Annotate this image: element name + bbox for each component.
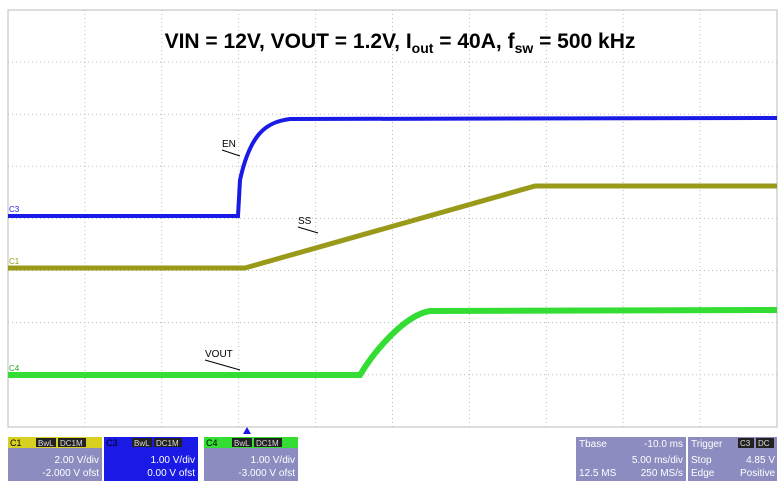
channel-tag: DC1M: [60, 439, 83, 448]
channel-offset: 0.00 V ofst: [147, 468, 195, 479]
trig-slope: Positive: [740, 468, 775, 479]
tag-bg: [154, 438, 182, 447]
leader: [204, 359, 241, 371]
channel-name: C1: [10, 438, 22, 448]
leader: [297, 226, 319, 234]
tb-scale: 5.00 ms/div: [632, 455, 683, 466]
channel-tag: BwL: [38, 439, 54, 448]
trig-type: Edge: [691, 468, 715, 479]
channel-name: C4: [206, 438, 218, 448]
channel-tag: BwL: [134, 439, 150, 448]
title-part: = 500 kHz: [533, 30, 635, 53]
tb-points: 12.5 MS: [579, 468, 617, 479]
channel-name: C3: [106, 438, 118, 448]
channel-scale: 1.00 V/div: [251, 455, 295, 466]
channel-offset: -3.000 V ofst: [238, 468, 295, 479]
tag-bg: [232, 438, 252, 447]
tag-bg: [132, 438, 152, 447]
trace-en: [8, 116, 778, 218]
tag-bg: [738, 438, 754, 448]
tb-rate: 250 MS/s: [641, 468, 683, 479]
channel-scale: 1.00 V/div: [151, 455, 195, 466]
trace-label: SS: [298, 216, 312, 227]
title-part: = 40A, f: [433, 30, 515, 53]
leader: [221, 149, 241, 157]
channel-tag: DC1M: [156, 439, 179, 448]
channel-tag: DC1M: [256, 439, 279, 448]
channel-marker: C4: [9, 364, 20, 373]
tag-bg: [58, 438, 86, 447]
trace-label: EN: [222, 139, 236, 150]
trace-vout: [8, 307, 778, 378]
tb-delay: -10.0 ms: [644, 439, 683, 450]
channel-offset: -2.000 V ofst: [42, 468, 99, 479]
trig-source: C3: [740, 439, 751, 448]
trace-label: VOUT: [205, 349, 233, 360]
channel-marker: C3: [9, 205, 20, 214]
trig-mode: Stop: [691, 455, 712, 466]
title-sub: sw: [515, 40, 534, 56]
channel-scale: 2.00 V/div: [55, 455, 99, 466]
tag-bg: [756, 438, 774, 448]
tag-bg: [254, 438, 282, 447]
title: VIN = 12V, VOUT = 1.2V, Iout = 40A, fsw …: [165, 30, 636, 56]
grid: [8, 10, 777, 427]
channel-tag: BwL: [234, 439, 250, 448]
trigger-marker: [243, 427, 251, 434]
tb-label: Tbase: [579, 439, 607, 450]
title-part: VIN = 12V, VOUT = 1.2V, I: [165, 30, 412, 53]
trace-ss: [8, 183, 777, 271]
trig-coupling: DC: [758, 439, 770, 448]
channel-marker: C1: [9, 257, 20, 266]
title-sub: out: [412, 40, 434, 56]
plot-frame: [7, 9, 778, 428]
trig-label: Trigger: [691, 439, 723, 450]
trig-level: 4.85 V: [746, 455, 775, 466]
timebase-box: [576, 437, 686, 481]
tag-bg: [36, 438, 56, 447]
